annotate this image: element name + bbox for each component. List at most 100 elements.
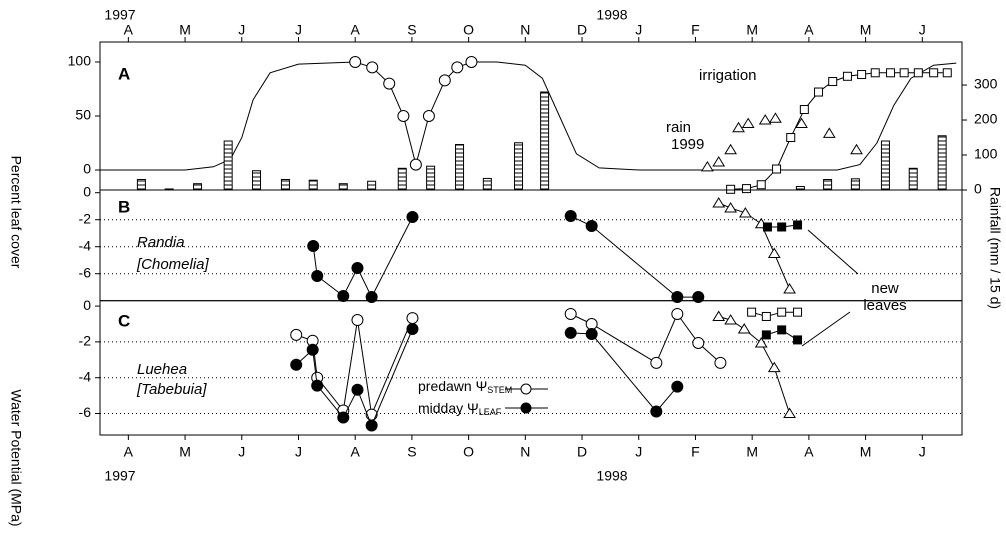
marker bbox=[793, 335, 803, 345]
marker bbox=[822, 127, 836, 138]
marker bbox=[712, 156, 726, 167]
marker bbox=[761, 311, 771, 321]
marker bbox=[783, 282, 796, 294]
x-tick-label: J bbox=[919, 444, 926, 460]
marker bbox=[777, 222, 787, 232]
marker bbox=[737, 323, 751, 334]
panel-label: B bbox=[118, 197, 130, 216]
marker bbox=[406, 211, 419, 223]
annotation: rain bbox=[666, 119, 691, 136]
marker bbox=[451, 61, 464, 74]
marker bbox=[365, 419, 378, 432]
marker bbox=[870, 68, 880, 78]
marker bbox=[754, 337, 768, 348]
y2-tick-label: 200 bbox=[974, 111, 998, 127]
marker bbox=[585, 220, 598, 233]
marker bbox=[692, 336, 705, 349]
marker bbox=[886, 68, 896, 78]
marker bbox=[738, 206, 752, 218]
panel-frame bbox=[99, 300, 963, 436]
marker bbox=[465, 55, 478, 68]
y2-axis-label: Rainfall (mm / 15 d) bbox=[987, 187, 1003, 309]
marker bbox=[306, 343, 319, 356]
x-tick-label: M bbox=[179, 22, 191, 38]
y2-tick-label: 300 bbox=[974, 76, 998, 92]
marker bbox=[786, 133, 796, 143]
annotation: irrigation bbox=[699, 67, 757, 84]
marker bbox=[406, 322, 419, 335]
bar bbox=[397, 167, 407, 191]
bar bbox=[795, 186, 805, 191]
bar bbox=[426, 165, 436, 191]
x-tick-label: O bbox=[463, 444, 474, 460]
x-tick-label: M bbox=[179, 444, 191, 460]
marker bbox=[650, 356, 663, 369]
y-axis-label: Water Potential (MPa) bbox=[8, 389, 24, 526]
y-tick-label: -2 bbox=[79, 210, 92, 226]
series-line bbox=[730, 72, 948, 190]
marker bbox=[795, 117, 808, 129]
marker bbox=[383, 77, 396, 90]
y2-tick-label: 0 bbox=[974, 181, 982, 197]
x-tick-label: S bbox=[407, 444, 416, 460]
marker bbox=[929, 68, 939, 78]
marker bbox=[742, 184, 751, 194]
marker bbox=[741, 117, 755, 129]
x-tick-label: J bbox=[295, 22, 302, 38]
marker bbox=[700, 160, 714, 172]
marker bbox=[671, 307, 684, 320]
marker bbox=[777, 307, 787, 317]
year-label: 1997 bbox=[104, 468, 135, 484]
marker bbox=[762, 222, 772, 232]
marker bbox=[899, 68, 909, 78]
x-tick-label: A bbox=[124, 22, 134, 38]
x-tick-label: J bbox=[238, 22, 245, 38]
x-tick-label: O bbox=[463, 22, 474, 38]
x-tick-label: J bbox=[635, 444, 642, 460]
marker bbox=[351, 262, 364, 275]
marker bbox=[564, 307, 577, 320]
x-tick-label: M bbox=[860, 22, 872, 38]
marker bbox=[564, 210, 577, 223]
series-line bbox=[312, 215, 699, 299]
annotation: leaves bbox=[863, 297, 906, 314]
annotation: new bbox=[871, 280, 899, 297]
x-tick-label: J bbox=[919, 22, 926, 38]
marker bbox=[564, 326, 577, 339]
y-tick-label: 0 bbox=[83, 183, 91, 199]
marker bbox=[783, 407, 796, 419]
marker bbox=[747, 307, 757, 317]
x-tick-label: M bbox=[746, 22, 758, 38]
bar bbox=[482, 177, 492, 191]
annotation: Randia bbox=[137, 234, 185, 251]
y-tick-label: 50 bbox=[75, 107, 91, 123]
bar bbox=[514, 142, 524, 191]
marker bbox=[913, 68, 923, 78]
x-tick-label: A bbox=[124, 444, 134, 460]
x-tick-label: A bbox=[804, 444, 814, 460]
x-tick-label: M bbox=[746, 444, 758, 460]
marker bbox=[799, 105, 809, 115]
bar bbox=[908, 167, 918, 191]
bar bbox=[223, 140, 233, 191]
marker bbox=[290, 358, 303, 371]
marker bbox=[857, 70, 867, 80]
bar bbox=[455, 144, 465, 191]
bar bbox=[937, 135, 947, 191]
bar bbox=[280, 179, 290, 191]
x-tick-label: J bbox=[295, 444, 302, 460]
marker bbox=[712, 197, 726, 208]
marker bbox=[307, 240, 320, 253]
marker bbox=[758, 114, 772, 125]
y-tick-label: -2 bbox=[79, 333, 92, 349]
bar bbox=[338, 183, 348, 191]
marker bbox=[769, 112, 782, 123]
bar bbox=[193, 183, 203, 191]
x-tick-label: D bbox=[577, 22, 587, 38]
marker bbox=[409, 158, 422, 171]
marker bbox=[351, 383, 364, 396]
y-tick-label: -6 bbox=[79, 404, 92, 420]
bar bbox=[540, 91, 550, 191]
leader-line bbox=[807, 229, 859, 275]
